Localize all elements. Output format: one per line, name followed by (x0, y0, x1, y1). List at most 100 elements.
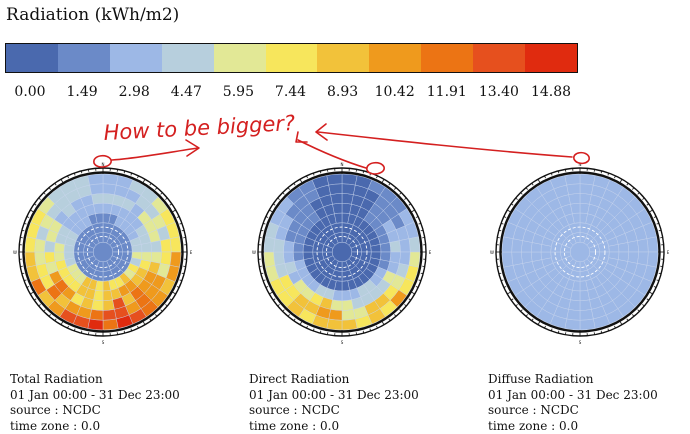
compass-tick (507, 292, 510, 294)
compass-tick (632, 314, 634, 316)
compass-tick (155, 188, 157, 190)
compass-tick (44, 310, 46, 312)
sky-patch (637, 239, 648, 252)
compass-tick (521, 193, 523, 195)
sky-patch (342, 174, 357, 185)
sky-patch (103, 290, 113, 300)
sky-patch (380, 242, 390, 252)
compass-tick (642, 198, 644, 200)
compass-label: E (667, 250, 670, 255)
sky-patch (637, 252, 648, 265)
compass-tick (283, 193, 285, 195)
sky-patch (512, 252, 523, 265)
compass-tick (288, 314, 290, 316)
compass-tick (269, 292, 272, 294)
compass-tick (404, 304, 406, 306)
compass-tick (49, 188, 51, 190)
compass-tick (165, 304, 167, 306)
sky-patch (618, 242, 628, 252)
sky-patch (103, 174, 118, 185)
compass-tick (411, 292, 414, 294)
compass-tick (283, 310, 285, 312)
compass-label: W (13, 250, 17, 255)
compass-tick (411, 210, 414, 212)
compass-tick (394, 314, 396, 316)
caption-line: 01 Jan 00:00 - 31 Dec 23:00 (10, 388, 180, 404)
sky-patch (88, 319, 103, 330)
sky-patch (93, 203, 103, 213)
caption-line: time zone : 0.0 (488, 419, 658, 434)
sky-patch (264, 237, 275, 252)
compass-tick (172, 292, 175, 294)
compass-tick (143, 321, 145, 324)
compass-tick (300, 321, 302, 324)
sky-patch (274, 252, 285, 265)
compass-label: N (341, 162, 344, 167)
compass-tick (507, 210, 510, 212)
compass-tick (516, 198, 518, 200)
compass-tick (382, 321, 384, 324)
sky-patch (580, 309, 593, 320)
caption-direct: Direct Radiation 01 Jan 00:00 - 31 Dec 2… (249, 372, 419, 434)
sky-patch (90, 309, 103, 320)
compass-tick (143, 179, 145, 182)
compass-tick (394, 188, 396, 190)
sky-patch (160, 252, 171, 265)
caption-total: Total Radiation 01 Jan 00:00 - 31 Dec 23… (10, 372, 180, 434)
compass-tick (300, 179, 302, 182)
compass-tick (49, 314, 51, 316)
sky-patch (570, 203, 580, 213)
sky-patch (284, 252, 295, 263)
sky-patch (399, 252, 410, 265)
sky-patch (331, 194, 342, 205)
compass-tick (278, 304, 280, 306)
compass-tick (161, 310, 163, 312)
caption-line: source : NCDC (10, 403, 180, 419)
sky-patch (274, 239, 285, 252)
annotation-text: How to be bigger? (103, 111, 296, 145)
sky-patch (565, 319, 580, 330)
caption-line: 01 Jan 00:00 - 31 Dec 23:00 (249, 388, 419, 404)
sky-patch (92, 194, 103, 205)
compass-tick (516, 304, 518, 306)
caption-line: source : NCDC (488, 403, 658, 419)
sky-patch (580, 300, 591, 311)
compass-tick (161, 193, 163, 195)
sky-patch (399, 239, 410, 252)
caption-line: Total Radiation (10, 372, 180, 388)
sky-patch (332, 203, 342, 213)
sky-patch (342, 300, 353, 311)
compass-label: S (341, 340, 344, 345)
compass-tick (620, 321, 622, 324)
sky-patch (502, 252, 513, 267)
compass-tick (649, 210, 652, 212)
sky-patch (103, 319, 118, 330)
compass-tick (638, 193, 640, 195)
sky-patch (141, 242, 151, 252)
compass-label: S (579, 340, 582, 345)
sky-patch (342, 184, 355, 195)
compass-tick (649, 292, 652, 294)
sky-patch (25, 252, 36, 267)
caption-line: Diffuse Radiation (488, 372, 658, 388)
compass-tick (278, 198, 280, 200)
compass-tick (30, 210, 33, 212)
sky-patch (25, 237, 36, 252)
sky-patch (35, 252, 46, 265)
sky-patch (580, 174, 595, 185)
compass-label: S (102, 340, 105, 345)
sky-patch (54, 252, 64, 262)
compass-tick (526, 314, 528, 316)
sky-patch (580, 290, 590, 300)
sky-patch (329, 309, 342, 320)
caption-line: source : NCDC (249, 403, 419, 419)
compass-tick (632, 188, 634, 190)
sky-patch (329, 184, 342, 195)
compass-tick (165, 198, 167, 200)
compass-tick (44, 193, 46, 195)
compass-tick (39, 304, 41, 306)
annotation-circle (367, 163, 384, 174)
compass-tick (61, 179, 63, 182)
